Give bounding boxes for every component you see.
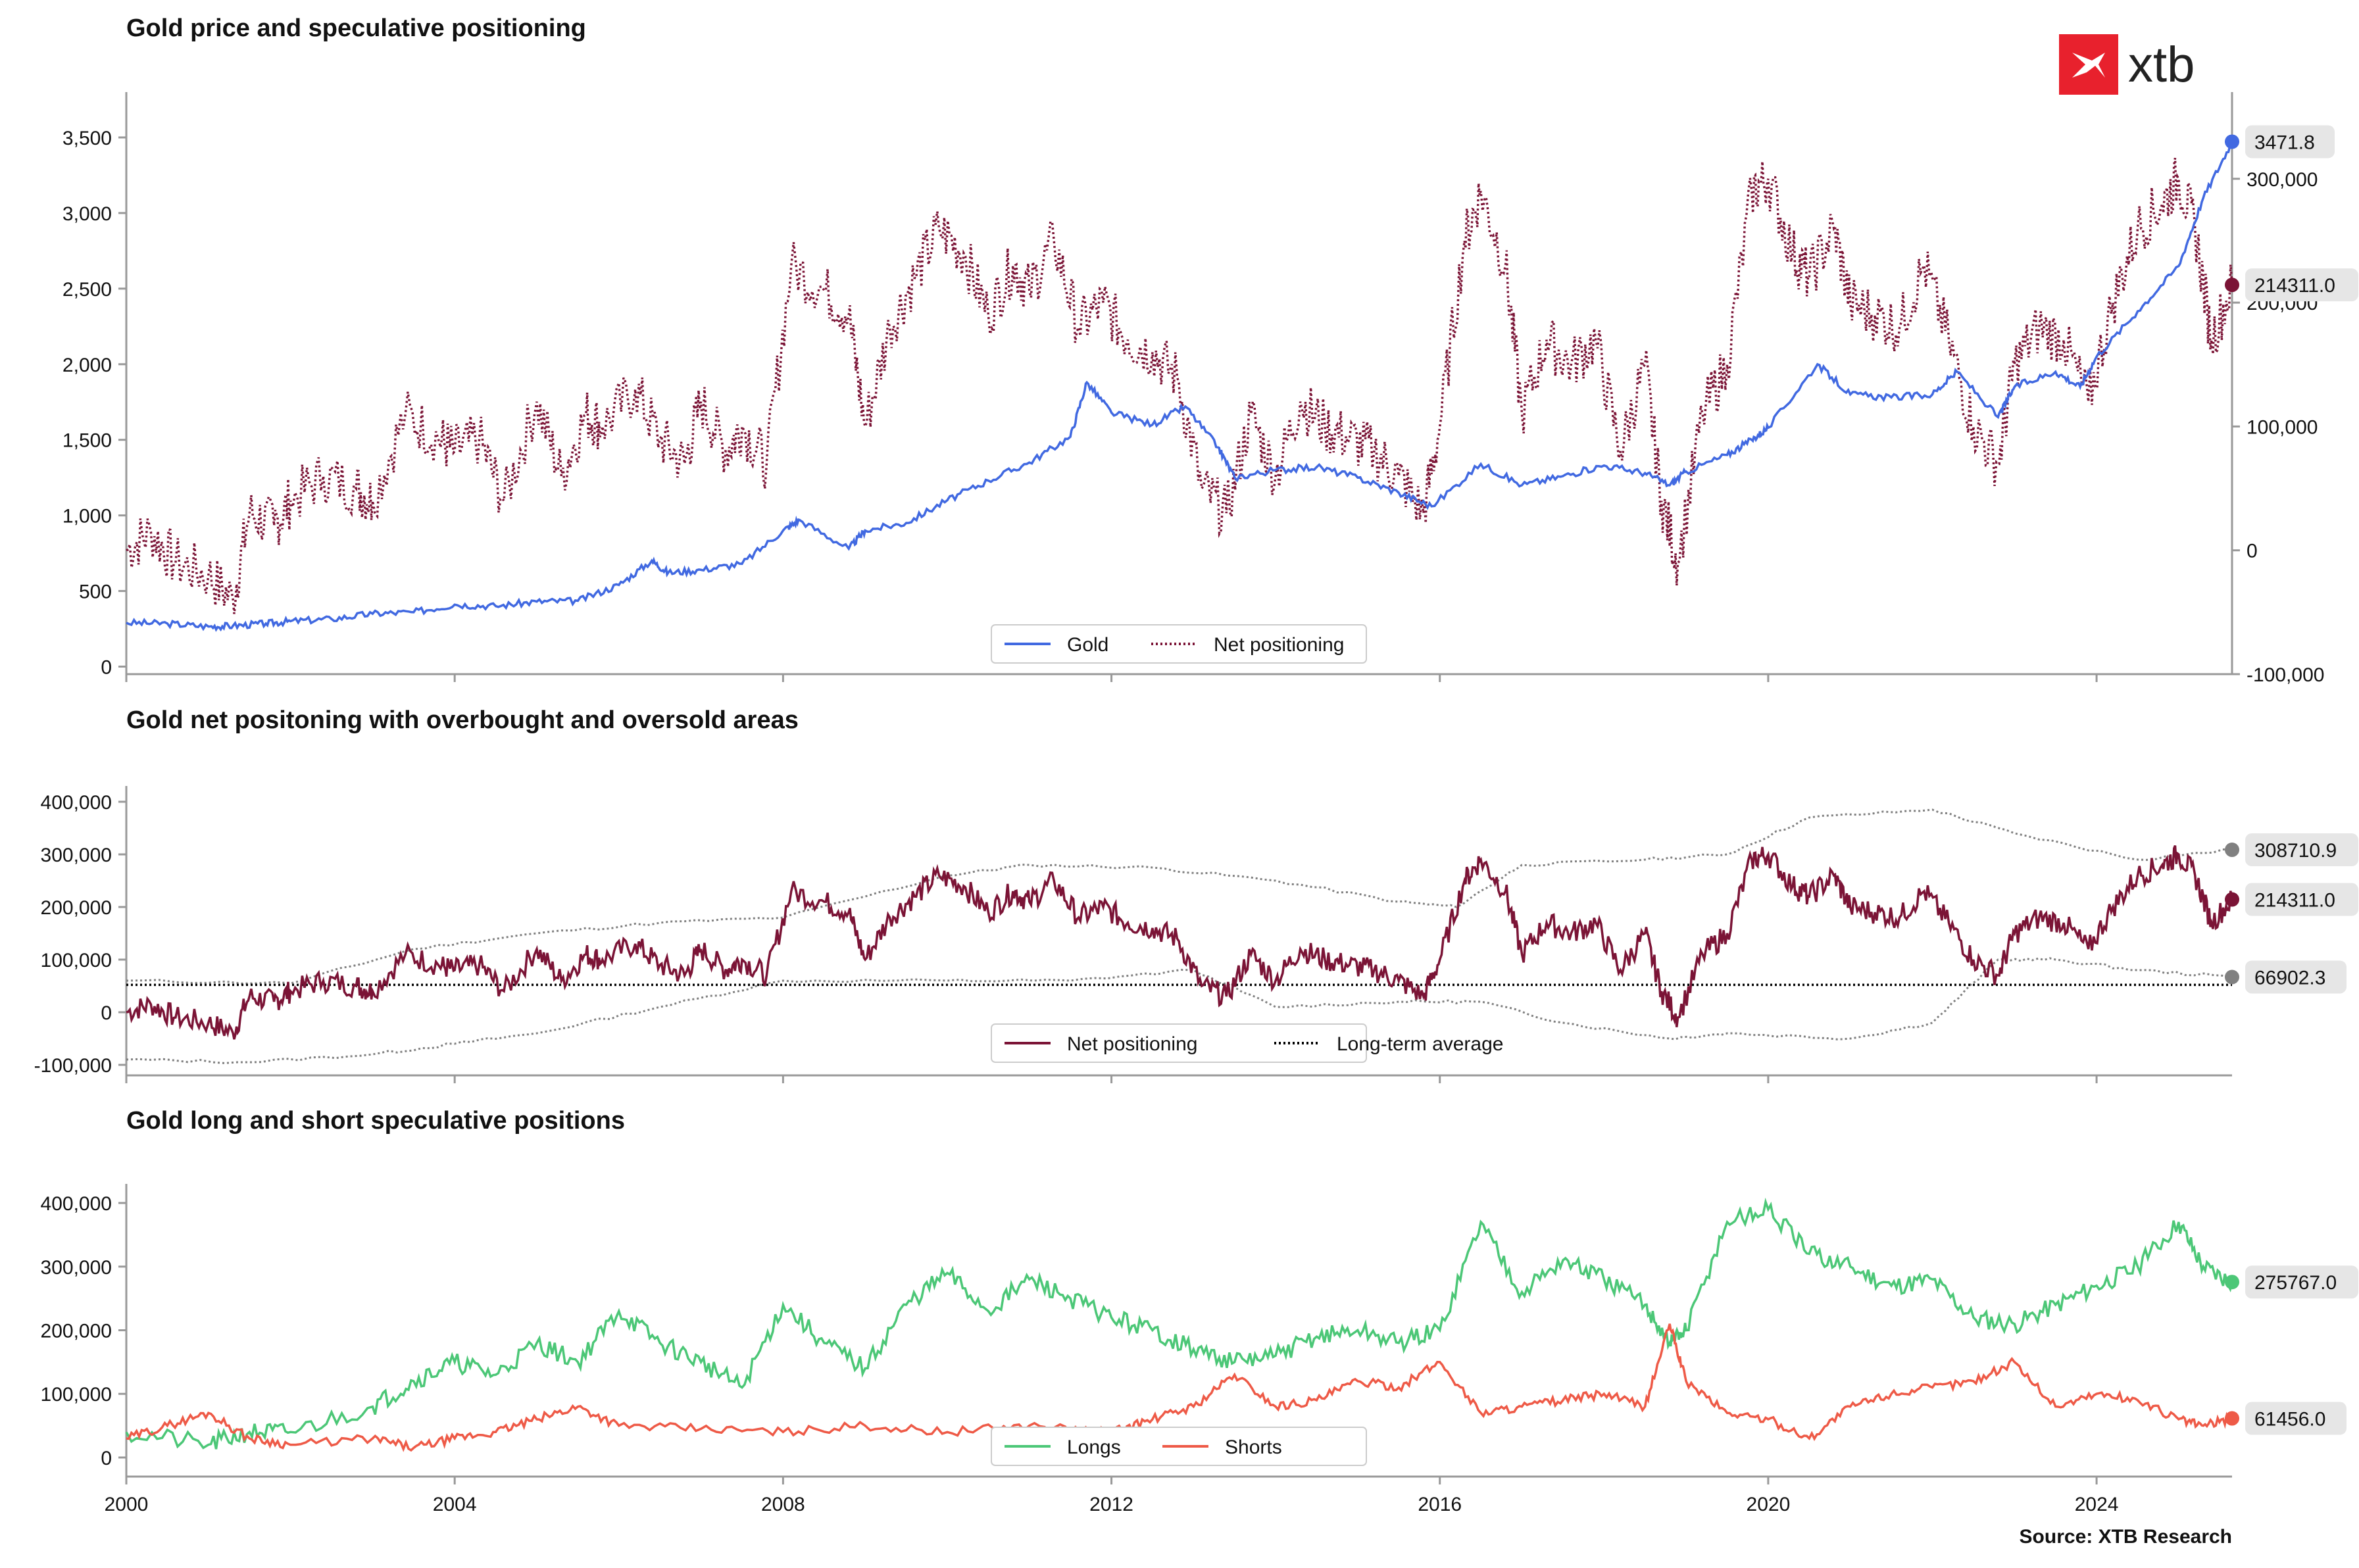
y-tick-label: 0 [101,1002,112,1024]
source-note: Source: XTB Research [2020,1526,2232,1548]
net-positioning-solid-line [126,845,2233,1040]
y-right-tick-label: -100,000 [2247,664,2324,686]
lower-band-line [126,957,2233,1064]
legend-label: Longs [1067,1436,1121,1458]
y-tick-label: 2,500 [62,279,112,301]
end-value-label: 214311.0 [2254,275,2335,297]
end-marker [2225,843,2239,858]
legend-label: Net positioning [1067,1033,1197,1055]
gold-price-line [126,141,2233,632]
end-value-label: 214311.0 [2254,890,2335,912]
end-value-box [2245,1402,2347,1435]
y-tick-label: 200,000 [41,897,112,919]
upper-band-line [126,808,2233,985]
end-marker [2225,1411,2239,1426]
y-tick-label: 100,000 [41,1384,112,1406]
y-tick-label: 2,000 [62,355,112,376]
y-tick-label: 0 [101,1448,112,1469]
x-tick-label: 2020 [1747,1494,1791,1515]
y-tick-label: 300,000 [41,1257,112,1279]
end-value-box [2245,883,2358,916]
legend-label: Shorts [1225,1436,1282,1458]
y-tick-label: 500 [79,581,112,603]
y-tick-label: 100,000 [41,950,112,971]
y-tick-label: 300,000 [41,845,112,866]
y-tick-label: 1,000 [62,506,112,527]
x-tick-label: 2000 [105,1494,149,1515]
end-value-label: 275767.0 [2254,1272,2337,1294]
end-marker [2225,134,2239,149]
longs-line [125,1197,2233,1450]
chart1-title: Gold price and speculative positioning [126,14,586,42]
end-value-label: 3471.8 [2254,132,2315,153]
end-value-box [2245,833,2358,867]
xtb-x-mark [2072,53,2105,78]
y-right-tick-label: 300,000 [2247,169,2318,191]
legend: Longs Shorts [991,1427,1367,1466]
y-right-tick-label: 0 [2247,541,2258,562]
end-marker [2225,278,2239,293]
end-value-box [2245,125,2335,159]
shorts-line [126,1323,2233,1452]
x-tick-label: 2012 [1089,1494,1133,1515]
chart-layers: 0 500 1,000 1,500 2,000 2,500 3,000 3,500 -100,0… [34,92,2358,1515]
end-value-label: 308710.9 [2254,840,2337,862]
end-value-label: 66902.3 [2254,967,2325,989]
y-tick-label: -100,000 [34,1055,112,1077]
end-value-label: 61456.0 [2254,1409,2325,1431]
x-tick-label: 2024 [2075,1494,2119,1515]
legend: Gold Net positioning [991,624,1367,664]
end-marker [2225,892,2239,907]
end-marker [2225,1275,2239,1290]
xtb-logo: xtb [2059,34,2195,95]
legend-label: Long-term average [1337,1033,1503,1055]
x-tick-label: 2004 [433,1494,477,1515]
x-tick-label: 2008 [761,1494,805,1515]
legend-label: Net positioning [1214,634,1344,656]
legend-box [991,1023,1367,1063]
y-tick-label: 3,000 [62,203,112,225]
y-tick-label: 0 [101,657,112,679]
chart2-title: Gold net positoning with overbought and … [126,706,799,734]
y-tick-label: 1,500 [62,430,112,452]
legend-label: Gold [1067,634,1108,656]
xtb-logo-text: xtb [2128,37,2195,93]
net-positioning-line [126,157,2233,614]
end-marker [2225,969,2239,985]
end-value-box [2245,960,2347,994]
x-tick-label: 2016 [1418,1494,1462,1515]
y-tick-label: 400,000 [41,792,112,814]
end-value-box [2245,1265,2358,1299]
y-tick-label: 400,000 [41,1193,112,1215]
y-tick-label: 3,500 [62,128,112,149]
legend: Net positioning Long-term average [991,1023,1503,1063]
y-right-tick-label: 100,000 [2247,416,2318,438]
end-value-box [2245,268,2358,302]
y-tick-label: 200,000 [41,1321,112,1342]
chart3-title: Gold long and short speculative position… [126,1107,625,1135]
